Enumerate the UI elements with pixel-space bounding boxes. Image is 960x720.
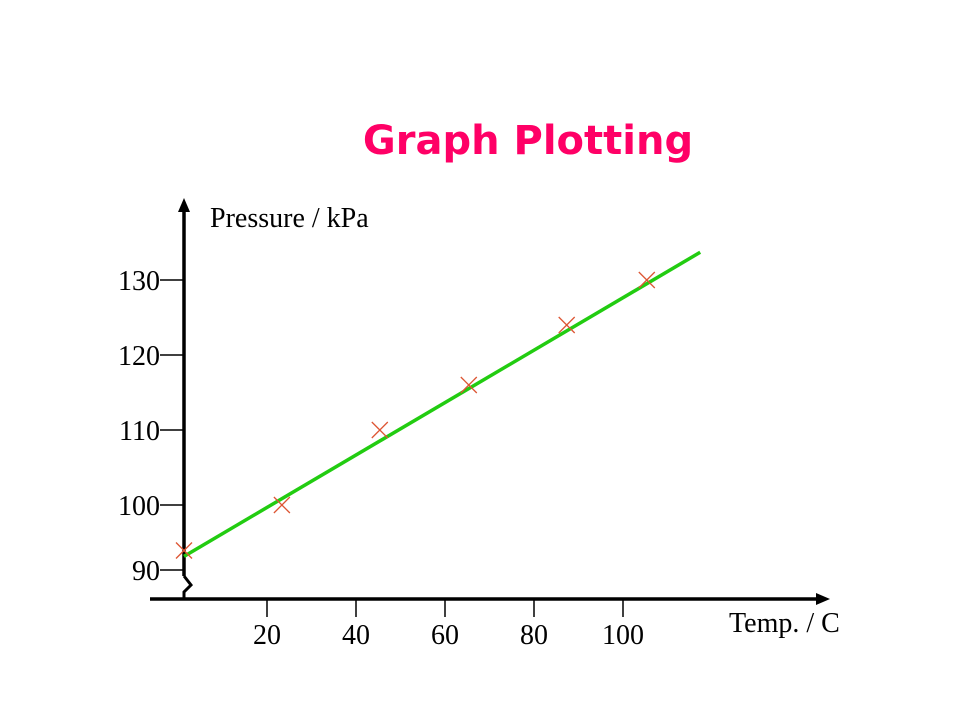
y-tick-label: 110 [119, 416, 160, 447]
x-tick-label: 100 [602, 620, 644, 651]
data-point [371, 421, 389, 439]
data-point [273, 496, 291, 514]
x-axis-label: Temp. / C [729, 608, 840, 639]
y-axis-break [182, 575, 193, 600]
y-axis-arrow [178, 198, 190, 212]
best-fit-line [183, 250, 702, 558]
x-axis-arrow [816, 593, 830, 605]
y-axis-label: Pressure / kPa [210, 203, 369, 234]
y-tick-label: 130 [118, 266, 160, 297]
x-tick-label: 60 [431, 620, 459, 651]
x-tick-label: 40 [342, 620, 370, 651]
chart-title: Graph Plotting [362, 118, 694, 164]
x-tick-label: 80 [520, 620, 548, 651]
data-point [460, 376, 478, 394]
fit-line-group [183, 250, 702, 558]
axes: Pressure / kPa Temp. / C [150, 198, 840, 639]
data-point [638, 271, 656, 289]
y-tick-label: 90 [132, 556, 160, 587]
x-tick-label: 20 [253, 620, 281, 651]
data-points [175, 271, 656, 559]
y-tick-label: 120 [118, 341, 160, 372]
data-point [175, 542, 193, 559]
y-tick-label: 100 [118, 491, 160, 522]
ticks: 90 100 110 120 130 20 40 60 80 100 [118, 266, 644, 651]
data-point [558, 316, 576, 334]
